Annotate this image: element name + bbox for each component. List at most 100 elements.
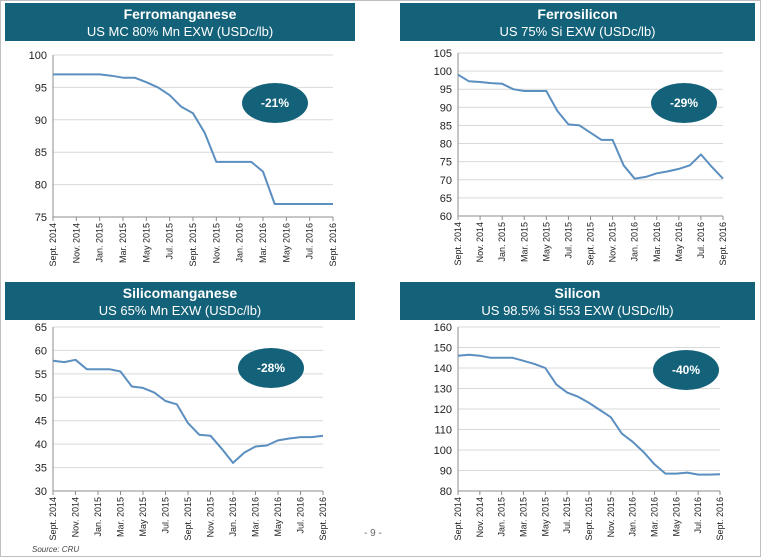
y-tick-label: 70 [440, 175, 452, 187]
series-line [457, 353, 721, 476]
y-tick-label: 85 [35, 147, 47, 159]
x-tick-label: Jul. 2015 [165, 223, 175, 260]
y-tick-label: 80 [440, 486, 452, 498]
change-badge [651, 83, 717, 123]
source-note: Source: CRU [32, 545, 80, 554]
x-tick-label: Jan. 2015 [497, 497, 507, 537]
y-tick-label: 60 [440, 211, 452, 223]
x-tick-label: Mar. 2016 [650, 497, 660, 537]
chart-subtitle: US 65% Mn EXW (USDc/lb) [98, 303, 262, 318]
x-tick-label: Jul. 2015 [563, 222, 573, 259]
chart-panel-ferrosilicon: Ferrosilicon US 75% Si EXW (USDc/lb) 60 6… [400, 3, 755, 275]
chart-title: Silicon [554, 285, 601, 301]
y-tick-label: 90 [440, 466, 452, 478]
chart-panel-silicomanganese: Silicomanganese US 65% Mn EXW (USDc/lb) … [5, 282, 355, 550]
x-tick-label: Jan. 2016 [628, 497, 638, 537]
x-tick-label: Mar. 2015 [118, 223, 128, 263]
x-tick-label: Nov. 2015 [606, 497, 616, 537]
y-tick-label: 40 [35, 439, 47, 451]
x-tick-label: Sept. 2014 [48, 223, 58, 267]
x-tick-label: Sept. 2014 [48, 497, 58, 541]
y-tick-label: 65 [440, 193, 452, 205]
x-tick-label: Mar. 2016 [258, 223, 268, 263]
x-tick-label: Jul. 2016 [696, 222, 706, 259]
line-chart: 30 35 40 45 50 55 60 65 Sept. 2014 Nov. 2014 Jan. … [35, 322, 328, 541]
x-tick-label: Jul. 2015 [161, 497, 171, 534]
x-tick-label: Nov. 2015 [211, 223, 221, 263]
y-tick-label: 140 [434, 363, 452, 375]
y-tick-label: 95 [440, 84, 452, 96]
y-tick-label: 75 [35, 212, 47, 224]
x-tick-label: Sept. 2016 [318, 497, 328, 541]
x-tick-label: Nov. 2014 [71, 497, 81, 537]
x-tick-label: Mar. 2015 [519, 222, 529, 262]
y-tick-label: 30 [35, 486, 47, 498]
y-tick-label: 75 [440, 157, 452, 169]
chart-subtitle: US 75% Si EXW (USDc/lb) [499, 24, 656, 39]
x-tick-label: Mar. 2015 [519, 497, 529, 537]
x-tick-label: Sept. 2015 [584, 497, 594, 541]
y-tick-label: 85 [440, 120, 452, 132]
chart-header: Ferrosilicon US 75% Si EXW (USDc/lb) [400, 3, 755, 41]
x-tick-label: Jan. 2016 [228, 497, 238, 537]
y-tick-label: 100 [434, 66, 452, 78]
chart-header: Silicon US 98.5% Si 553 EXW (USDc/lb) [400, 282, 755, 320]
series-line [457, 73, 724, 180]
y-tick-label: 110 [434, 425, 452, 437]
x-tick-label: Nov. 2014 [71, 223, 81, 263]
y-tick-label: 150 [434, 343, 452, 355]
x-tick-label: Jul. 2016 [305, 223, 315, 260]
y-tick-label: 90 [35, 115, 47, 127]
x-tick-label: May 2015 [541, 222, 551, 262]
x-tick-label: Jan. 2015 [95, 223, 105, 263]
x-tick-label: Sept. 2016 [715, 497, 725, 541]
y-tick-label: 80 [35, 180, 47, 192]
y-tick-label: 60 [35, 345, 47, 357]
x-tick-label: Jul. 2016 [296, 497, 306, 534]
x-tick-label: May 2016 [671, 497, 681, 537]
change-badge [242, 83, 308, 123]
x-tick-label: Nov. 2015 [206, 497, 216, 537]
line-chart: 80 90 100 110 120 130 140 150 160 Sept. 2014 Nov. … [434, 322, 725, 541]
x-tick-label: Sept. 2015 [586, 222, 596, 266]
chart-subtitle: US 98.5% Si 553 EXW (USDc/lb) [481, 303, 674, 318]
x-tick-label: Sept. 2016 [718, 222, 728, 266]
x-tick-label: Mar. 2015 [116, 497, 126, 537]
x-tick-label: Jan. 2016 [630, 222, 640, 262]
y-tick-label: 45 [35, 416, 47, 428]
x-tick-label: Jan. 2016 [235, 223, 245, 263]
y-tick-label: 90 [440, 102, 452, 114]
chart-panel-ferromanganese: Ferromanganese US MC 80% Mn EXW (USDc/lb… [5, 3, 355, 275]
page-number: - 9 - [364, 528, 382, 539]
chart-title: Silicomanganese [122, 285, 238, 301]
change-badge-label: -29% [670, 96, 698, 110]
x-tick-label: Jan. 2015 [497, 222, 507, 262]
y-tick-label: 100 [434, 445, 452, 457]
change-badge [653, 350, 719, 390]
x-tick-label: Nov. 2014 [475, 497, 485, 537]
x-tick-label: Sept. 2015 [188, 223, 198, 267]
x-tick-label: Sept. 2016 [328, 223, 338, 267]
x-tick-label: Sept. 2014 [453, 497, 463, 541]
x-tick-label: Sept. 2014 [453, 222, 463, 266]
chart-title: Ferrosilicon [537, 6, 618, 22]
chart-header: Silicomanganese US 65% Mn EXW (USDc/lb) [5, 282, 355, 320]
y-tick-label: 65 [35, 322, 47, 334]
chart-header: Ferromanganese US MC 80% Mn EXW (USDc/lb… [5, 3, 355, 41]
x-tick-label: May 2016 [273, 497, 283, 537]
x-tick-label: May 2016 [281, 223, 291, 263]
chart-subtitle: US MC 80% Mn EXW (USDc/lb) [86, 24, 274, 39]
x-tick-label: Jan. 2015 [93, 497, 103, 537]
y-tick-label: 105 [434, 48, 452, 60]
x-tick-label: Jul. 2015 [562, 497, 572, 534]
line-chart: 60 65 70 75 80 85 90 95 100 105 Sept. 2014 Nov. 201… [434, 48, 728, 266]
x-tick-label: Nov. 2014 [475, 222, 485, 262]
x-tick-label: Mar. 2016 [251, 497, 261, 537]
x-tick-label: Sept. 2015 [183, 497, 193, 541]
line-chart: 75 80 85 90 95 100 Sept. 2014 Nov. 2014 Jan. 201… [29, 50, 338, 267]
change-badge-label: -21% [261, 96, 289, 110]
x-tick-label: Jul. 2016 [693, 497, 703, 534]
y-tick-label: 35 [35, 463, 47, 475]
x-tick-label: Nov. 2015 [608, 222, 618, 262]
change-badge [238, 348, 304, 388]
